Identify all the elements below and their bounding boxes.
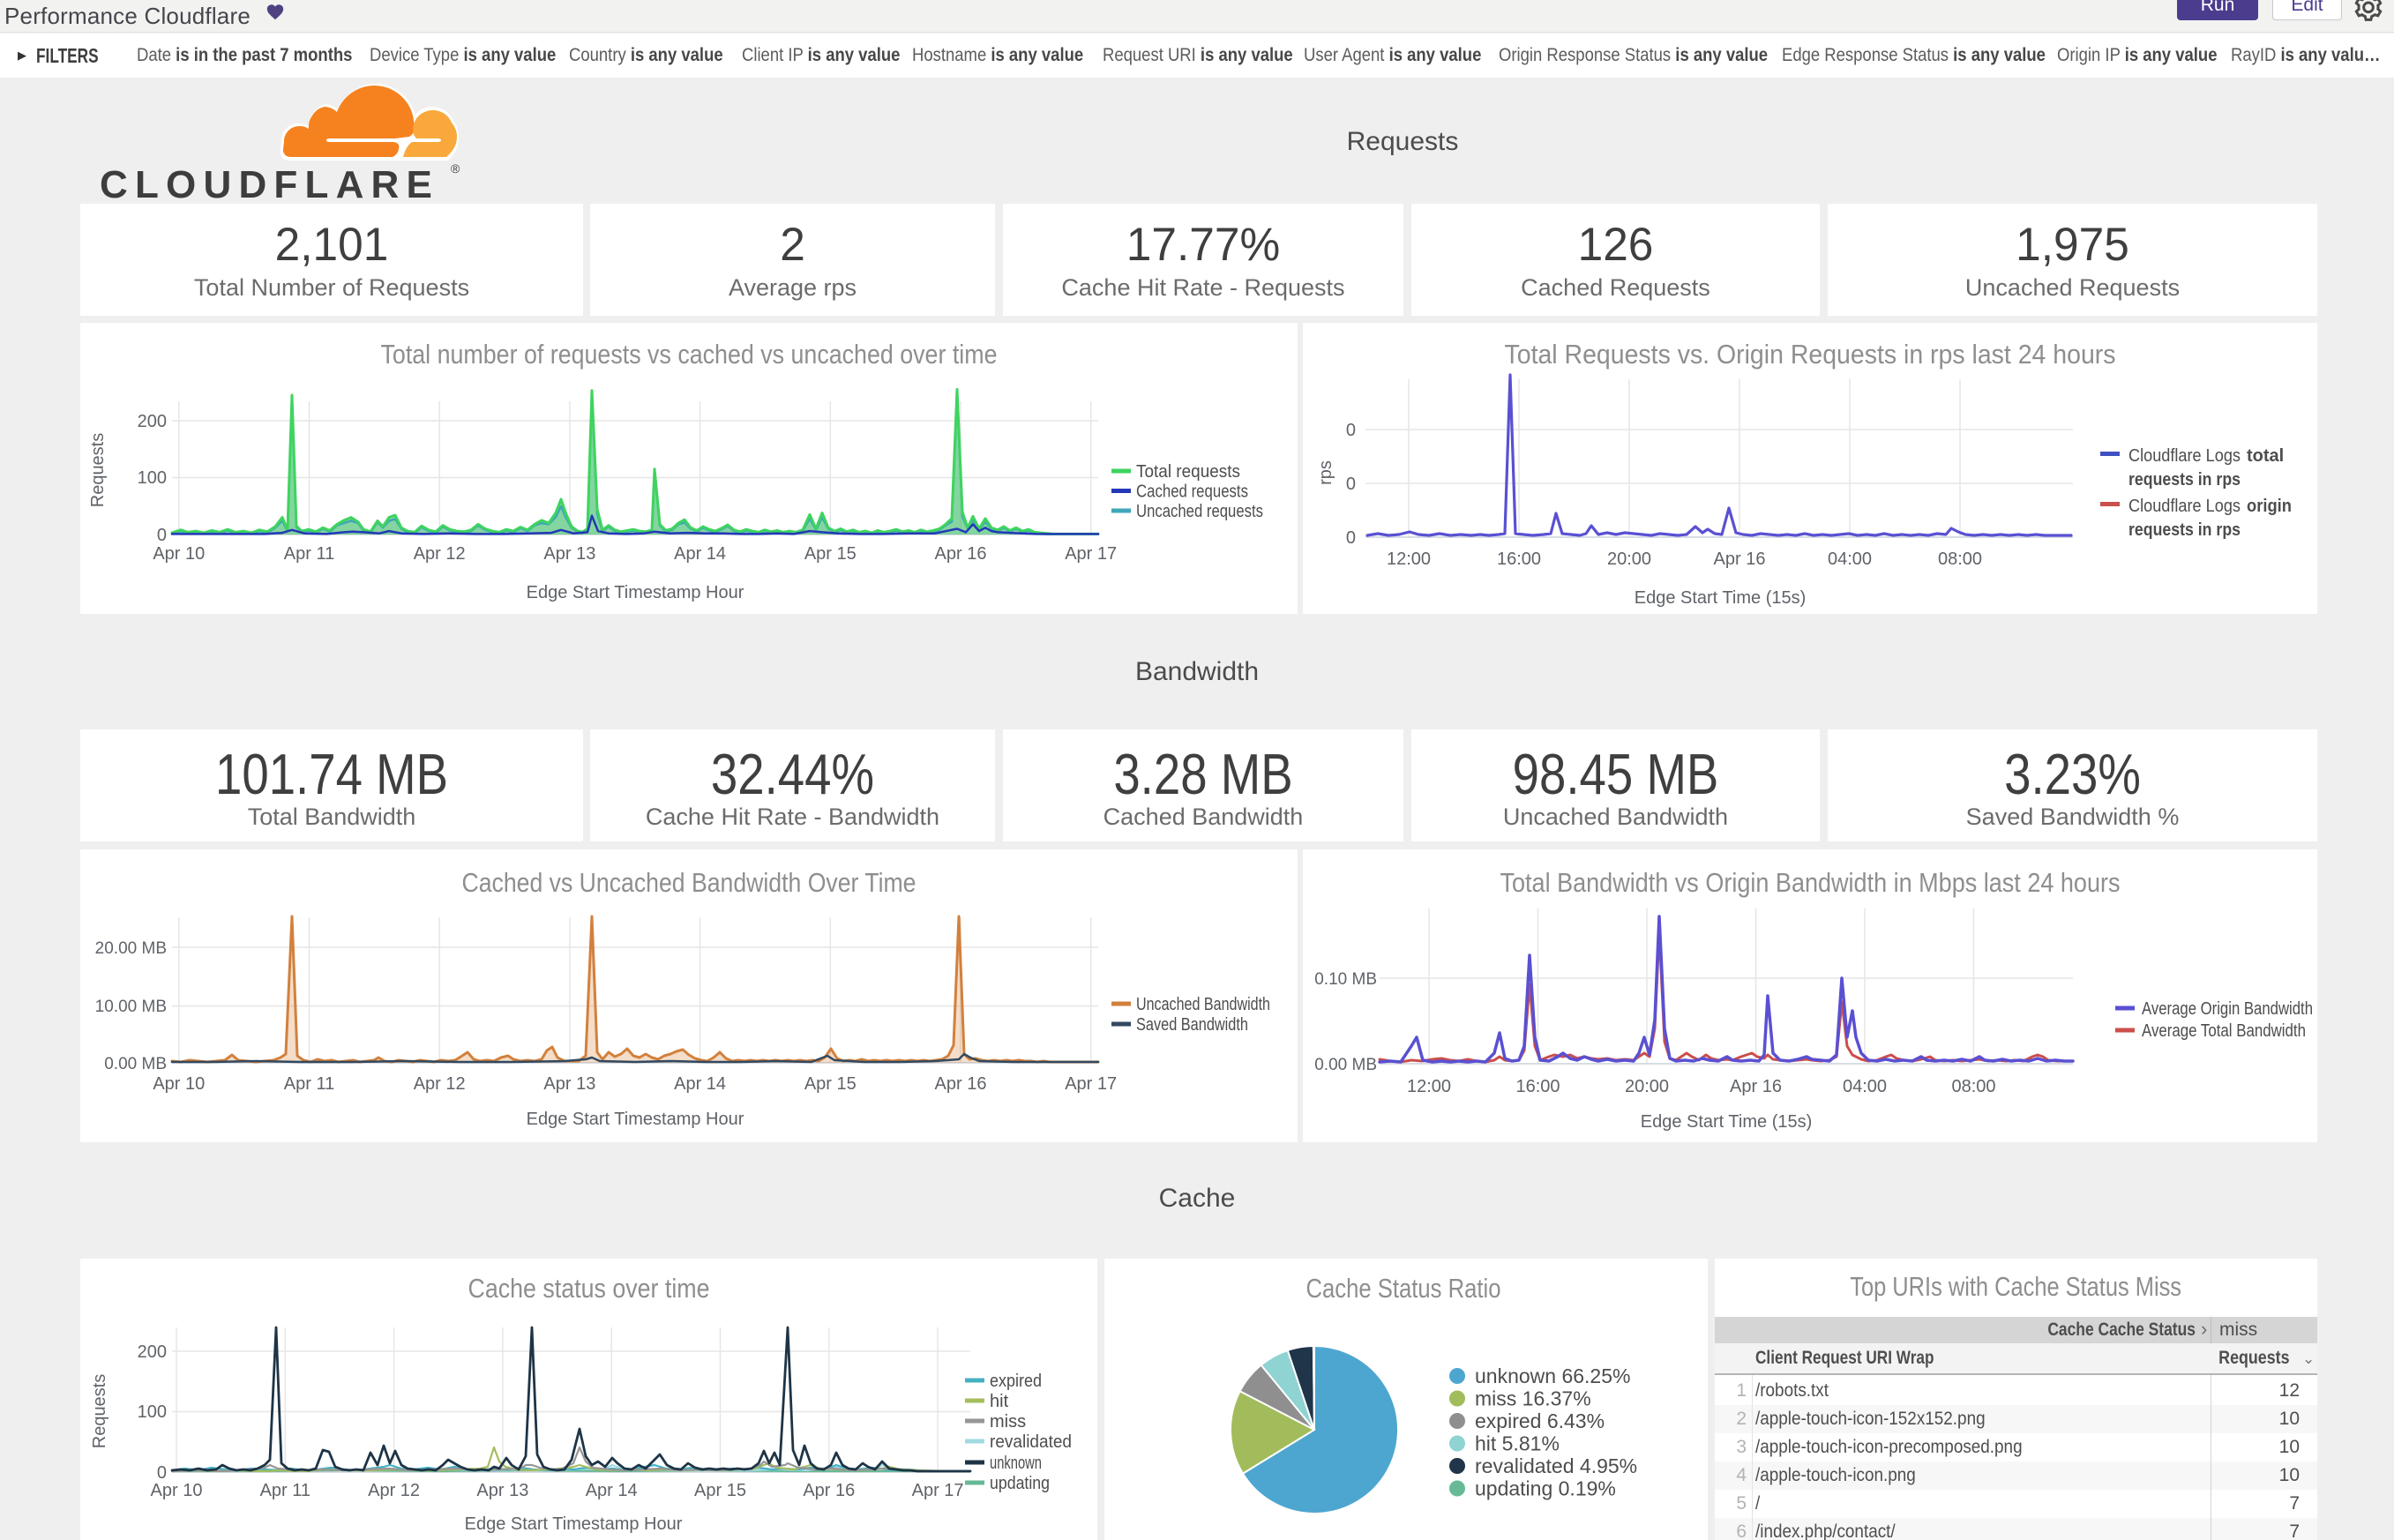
svg-text:Cache Status Ratio: Cache Status Ratio bbox=[1306, 1273, 1501, 1304]
svg-text:16:00: 16:00 bbox=[1497, 549, 1541, 569]
svg-text:16:00: 16:00 bbox=[1515, 1077, 1560, 1096]
svg-text:100: 100 bbox=[138, 468, 167, 488]
svg-text:Apr 11: Apr 11 bbox=[284, 1074, 334, 1094]
svg-text:Apr 10: Apr 10 bbox=[151, 1481, 203, 1500]
svg-text:expired 6.43%: expired 6.43% bbox=[1475, 1409, 1605, 1432]
svg-text:20:00: 20:00 bbox=[1625, 1077, 1669, 1096]
svg-text:miss 16.37%: miss 16.37% bbox=[1475, 1387, 1591, 1410]
svg-text:Cloudflare Logs: Cloudflare Logs bbox=[2128, 446, 2241, 466]
svg-text:Apr 17: Apr 17 bbox=[1065, 1074, 1117, 1094]
svg-text:04:00: 04:00 bbox=[1843, 1077, 1887, 1096]
svg-text:Apr 15: Apr 15 bbox=[694, 1481, 746, 1500]
svg-text:08:00: 08:00 bbox=[1951, 1077, 1995, 1096]
svg-text:CLOUDFLARE: CLOUDFLARE bbox=[100, 163, 439, 203]
svg-text:Total Requests vs. Origin Requ: Total Requests vs. Origin Requests in rp… bbox=[1505, 339, 2116, 370]
svg-text:requests in rps: requests in rps bbox=[2128, 520, 2241, 540]
svg-text:Apr 11: Apr 11 bbox=[284, 544, 334, 564]
svg-text:Apr 15: Apr 15 bbox=[804, 1074, 857, 1094]
svg-text:Saved Bandwidth: Saved Bandwidth bbox=[1136, 1015, 1248, 1035]
svg-text:Apr 13: Apr 13 bbox=[543, 544, 595, 564]
svg-text:Apr 14: Apr 14 bbox=[674, 544, 726, 564]
svg-text:unknown: unknown bbox=[990, 1454, 1042, 1473]
svg-text:Cached requests: Cached requests bbox=[1136, 482, 1248, 502]
svg-text:Apr 16: Apr 16 bbox=[935, 1074, 987, 1094]
svg-text:Uncached requests: Uncached requests bbox=[1136, 502, 1263, 521]
svg-text:Apr 17: Apr 17 bbox=[912, 1481, 964, 1500]
svg-text:hit: hit bbox=[990, 1392, 1009, 1411]
svg-text:0: 0 bbox=[1346, 421, 1356, 440]
svg-text:Apr 12: Apr 12 bbox=[368, 1481, 420, 1500]
svg-text:Apr 17: Apr 17 bbox=[1065, 544, 1117, 564]
svg-text:requests in rps: requests in rps bbox=[2128, 470, 2241, 490]
svg-text:12:00: 12:00 bbox=[1407, 1077, 1451, 1096]
svg-text:0: 0 bbox=[157, 1463, 167, 1483]
svg-text:100: 100 bbox=[138, 1402, 167, 1422]
svg-text:20:00: 20:00 bbox=[1607, 549, 1651, 569]
svg-text:10.00 MB: 10.00 MB bbox=[95, 998, 167, 1016]
svg-text:rps: rps bbox=[1316, 460, 1335, 485]
svg-text:Edge Start Timestamp Hour: Edge Start Timestamp Hour bbox=[527, 1110, 744, 1129]
svg-text:0: 0 bbox=[1346, 528, 1356, 548]
svg-text:hit 5.81%: hit 5.81% bbox=[1475, 1432, 1560, 1455]
svg-text:Apr 11: Apr 11 bbox=[260, 1481, 310, 1500]
svg-text:200: 200 bbox=[138, 412, 167, 431]
svg-text:total: total bbox=[2247, 446, 2284, 466]
svg-text:0.00 MB: 0.00 MB bbox=[1314, 1056, 1377, 1074]
svg-text:Requests: Requests bbox=[88, 433, 108, 508]
svg-text:Apr 12: Apr 12 bbox=[414, 1074, 466, 1094]
svg-text:Apr 16: Apr 16 bbox=[1730, 1077, 1782, 1096]
svg-text:Total number of requests vs ca: Total number of requests vs cached vs un… bbox=[381, 339, 998, 370]
svg-text:Apr 15: Apr 15 bbox=[804, 544, 857, 564]
svg-text:Apr 13: Apr 13 bbox=[543, 1074, 595, 1094]
svg-text:08:00: 08:00 bbox=[1938, 549, 1982, 569]
svg-text:Edge Start Timestamp Hour: Edge Start Timestamp Hour bbox=[465, 1514, 683, 1534]
svg-text:Apr 16: Apr 16 bbox=[935, 544, 987, 564]
svg-text:0: 0 bbox=[157, 526, 167, 545]
svg-text:Total Bandwidth vs Origin Band: Total Bandwidth vs Origin Bandwidth in M… bbox=[1500, 867, 2121, 898]
svg-text:Apr 10: Apr 10 bbox=[153, 1074, 205, 1094]
svg-text:Cloudflare Logs: Cloudflare Logs bbox=[2128, 497, 2241, 516]
svg-text:Cache status over time: Cache status over time bbox=[468, 1273, 710, 1304]
svg-text:Uncached Bandwidth: Uncached Bandwidth bbox=[1136, 995, 1270, 1014]
svg-text:Average Origin Bandwidth: Average Origin Bandwidth bbox=[2142, 999, 2313, 1019]
svg-text:Apr 16: Apr 16 bbox=[803, 1481, 855, 1500]
svg-text:Edge Start Timestamp Hour: Edge Start Timestamp Hour bbox=[527, 583, 744, 602]
svg-text:0: 0 bbox=[1346, 475, 1356, 494]
svg-text:Apr 13: Apr 13 bbox=[476, 1481, 528, 1500]
svg-text:12:00: 12:00 bbox=[1387, 549, 1431, 569]
svg-text:updating 0.19%: updating 0.19% bbox=[1475, 1477, 1616, 1500]
svg-text:miss: miss bbox=[990, 1412, 1026, 1432]
svg-text:200: 200 bbox=[138, 1342, 167, 1362]
svg-text:Cached vs Uncached Bandwidth O: Cached vs Uncached Bandwidth Over Time bbox=[462, 867, 916, 898]
svg-text:0.00 MB: 0.00 MB bbox=[104, 1055, 167, 1073]
svg-text:unknown 66.25%: unknown 66.25% bbox=[1475, 1364, 1630, 1387]
svg-text:Edge Start Time (15s): Edge Start Time (15s) bbox=[1641, 1112, 1813, 1132]
svg-text:expired: expired bbox=[990, 1372, 1042, 1391]
svg-text:0.10 MB: 0.10 MB bbox=[1314, 970, 1377, 989]
svg-text:updating: updating bbox=[990, 1474, 1050, 1493]
svg-text:Apr 10: Apr 10 bbox=[153, 544, 205, 564]
svg-text:Apr 12: Apr 12 bbox=[414, 544, 466, 564]
svg-text:revalidated: revalidated bbox=[990, 1432, 1072, 1452]
svg-text:origin: origin bbox=[2247, 497, 2292, 516]
svg-text:Apr 14: Apr 14 bbox=[674, 1074, 726, 1094]
svg-text:Total requests: Total requests bbox=[1136, 462, 1240, 482]
svg-text:revalidated 4.95%: revalidated 4.95% bbox=[1475, 1454, 1637, 1477]
svg-text:Apr 16: Apr 16 bbox=[1714, 549, 1766, 569]
svg-text:Requests: Requests bbox=[90, 1374, 109, 1449]
svg-text:Average Total Bandwidth: Average Total Bandwidth bbox=[2142, 1021, 2306, 1041]
svg-text:Apr 14: Apr 14 bbox=[586, 1481, 638, 1500]
svg-text:20.00 MB: 20.00 MB bbox=[95, 939, 167, 958]
svg-text:04:00: 04:00 bbox=[1828, 549, 1872, 569]
svg-text:Edge Start Time (15s): Edge Start Time (15s) bbox=[1635, 588, 1807, 608]
svg-text:®: ® bbox=[451, 161, 460, 176]
